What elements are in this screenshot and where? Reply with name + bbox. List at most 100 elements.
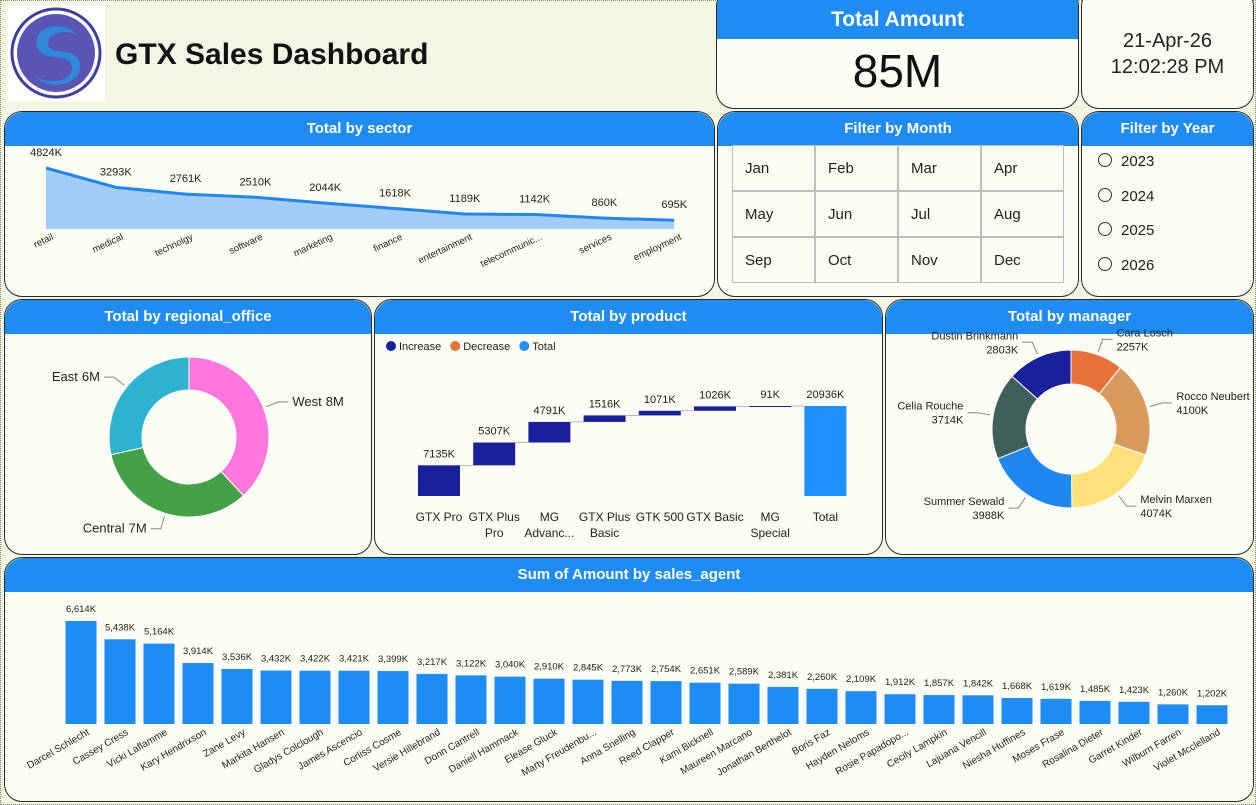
data-label: 5,438K	[105, 622, 136, 633]
month-option[interactable]: Feb	[815, 145, 898, 191]
leader-line	[1022, 341, 1038, 355]
data-label: 2,109K	[846, 674, 877, 685]
waterfall-bar	[694, 406, 736, 411]
slice-value: 2257K	[1117, 341, 1149, 353]
category-label: GTX Plus Pro	[468, 510, 520, 540]
waterfall-bar	[749, 405, 792, 407]
radio-button[interactable]	[1098, 256, 1112, 271]
data-label: 1618K	[379, 188, 411, 200]
manager-panel: Total by manager Cara Losch 2257K Rocco Ne…	[885, 299, 1254, 555]
slice-name: East	[52, 369, 78, 384]
leader-line	[1149, 402, 1173, 407]
sector-panel: Total by sector 4824K retail 3293K medical 2…	[4, 111, 715, 297]
data-label: 1,857K	[924, 678, 955, 689]
category-label: Total	[812, 510, 839, 524]
data-label: 3,422K	[300, 654, 331, 665]
leader-line	[1008, 496, 1026, 509]
category-label: medical	[91, 232, 125, 256]
category-label: entertainment	[417, 232, 475, 267]
month-option[interactable]: Nov	[898, 237, 981, 283]
category-label: Violet Mcclelland	[1152, 727, 1222, 774]
slice-label: East 6M	[52, 369, 100, 384]
month-option[interactable]: Sep	[732, 237, 815, 283]
year-filter: Filter by Year 2023 2024 2025 2026	[1081, 111, 1254, 297]
data-label: 2,651K	[690, 666, 721, 677]
data-label: 2510K	[239, 176, 271, 188]
year-label: 2024	[1121, 187, 1155, 205]
slice-name: Dustin Brinkmann	[931, 330, 1018, 342]
category-label: telecommunic...	[479, 232, 544, 270]
slice-name: Cara Losch	[1117, 327, 1173, 339]
data-label: 3,217K	[417, 657, 448, 668]
data-label: 2,845K	[573, 663, 604, 674]
data-label: 3,122K	[456, 658, 487, 669]
slice-name: Rocco Neubert	[1176, 391, 1249, 403]
category-label: MG Special	[750, 510, 790, 540]
data-label: 2,260K	[807, 672, 838, 683]
donut-slice	[1011, 349, 1072, 400]
logo-mark	[10, 7, 102, 99]
bar	[1118, 701, 1150, 724]
bar	[1196, 705, 1228, 724]
data-label: 3,040K	[495, 660, 526, 671]
waterfall-bar	[418, 465, 460, 496]
slice-value: 3714K	[932, 415, 964, 427]
radio-button[interactable]	[1098, 222, 1112, 236]
month-option[interactable]: Aug	[981, 191, 1064, 237]
agent-panel: Sum of Amount by sales_agent 6,614K Darce…	[4, 557, 1254, 802]
year-list: 2023 2024 2025 2026	[1082, 112, 1253, 296]
year-option[interactable]: 2024	[1098, 187, 1155, 205]
product-panel: Total by product Increase Decrease Total 71…	[374, 299, 883, 555]
bar	[299, 670, 331, 724]
month-option[interactable]: Mar	[898, 145, 981, 191]
slice-name: Central	[83, 521, 125, 536]
slice-value: 4074K	[1140, 508, 1172, 520]
leader-line	[150, 516, 166, 530]
regional-panel: Total by regional_office West 8M Central 7M…	[4, 299, 372, 555]
legend-marker	[386, 341, 396, 351]
data-label: 2761K	[170, 173, 202, 185]
radio-button[interactable]	[1098, 187, 1112, 202]
panel-title: Total by product	[375, 300, 882, 334]
month-option[interactable]: Jan	[732, 145, 815, 191]
panel-title: Sum of Amount by sales_agent	[5, 558, 1253, 592]
bar	[728, 683, 760, 724]
month-option[interactable]: May	[732, 191, 815, 237]
category-label: Darcel Schlecht	[25, 727, 91, 772]
year-option[interactable]: 2026	[1098, 256, 1154, 274]
waterfall-bar	[583, 415, 626, 422]
data-label: 1142K	[519, 194, 551, 206]
slice-name: West	[292, 394, 322, 409]
month-option[interactable]: Dec	[981, 237, 1064, 283]
data-label: 3,399K	[378, 654, 409, 665]
area-line	[45, 166, 675, 222]
bar	[806, 688, 838, 724]
bar	[1157, 704, 1189, 724]
time-text: 12:02:28 PM	[1110, 56, 1225, 78]
radio-button[interactable]	[1098, 153, 1112, 167]
legend-label: Increase	[399, 341, 441, 353]
data-label: 3293K	[100, 166, 132, 178]
year-option[interactable]: 2023	[1098, 153, 1154, 170]
year-option[interactable]: 2025	[1098, 222, 1154, 239]
leader-line	[103, 376, 125, 386]
product-chart: Increase Decrease Total 7135K 5307K 4791K 1516…	[386, 341, 847, 496]
panel-title: Total by sector	[5, 112, 714, 146]
data-label: 2,754K	[651, 664, 682, 675]
bar	[104, 639, 136, 724]
category-label: marketing	[292, 232, 334, 260]
month-option[interactable]: Jun	[815, 191, 898, 237]
bar	[884, 694, 916, 724]
bar	[416, 673, 448, 724]
month-option[interactable]: Oct	[815, 237, 898, 283]
waterfall-bar	[804, 406, 847, 496]
kpi-title: Total Amount	[831, 8, 964, 31]
bar	[650, 681, 682, 724]
waterfall-bar	[473, 442, 516, 466]
bar	[923, 695, 955, 724]
bar	[1079, 700, 1111, 724]
data-label: 4824K	[30, 147, 62, 159]
leader-line	[1118, 495, 1137, 507]
month-option[interactable]: Apr	[981, 145, 1064, 191]
month-option[interactable]: Jul	[898, 191, 981, 237]
